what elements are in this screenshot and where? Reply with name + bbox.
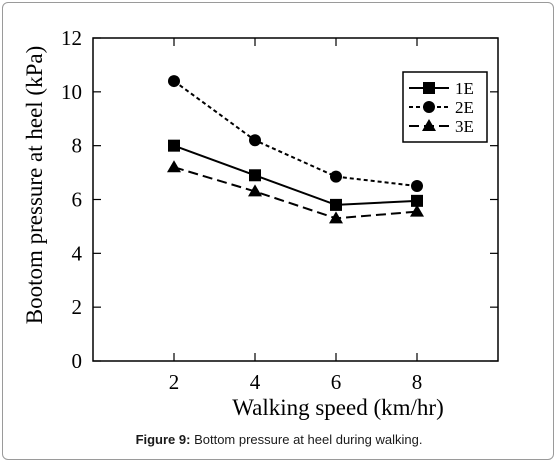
x-tick-label: 6 xyxy=(331,370,342,394)
y-tick-label: 4 xyxy=(72,241,83,265)
data-point-1E xyxy=(330,198,342,211)
x-axis-label: Walking speed (km/hr) xyxy=(232,395,443,420)
legend-marker-2E xyxy=(423,101,435,113)
data-point-1E xyxy=(249,169,261,182)
legend-marker-1E xyxy=(423,82,435,94)
caption-label: Figure 9: xyxy=(135,432,191,447)
data-point-2E xyxy=(330,170,342,183)
figure-caption: Figure 9: Bottom pressure at heel during… xyxy=(0,432,558,447)
series-line-3E xyxy=(173,166,418,220)
series-lines xyxy=(173,80,418,220)
data-point-2E xyxy=(168,75,180,88)
data-point-2E xyxy=(411,180,423,193)
legend-label-3E: 3E xyxy=(455,117,474,136)
y-tick-label: 0 xyxy=(72,349,83,373)
data-point-1E xyxy=(411,194,423,207)
series-markers xyxy=(167,75,424,224)
y-tick-label: 10 xyxy=(61,80,82,104)
y-tick-label: 12 xyxy=(61,26,82,50)
data-point-3E xyxy=(167,160,181,173)
legend-marker-3E xyxy=(422,119,436,131)
data-point-1E xyxy=(168,139,180,152)
y-tick-label: 2 xyxy=(72,295,83,319)
y-tick-label: 6 xyxy=(72,188,83,212)
series-line-2E xyxy=(173,80,418,188)
y-tick-label: 8 xyxy=(72,134,83,158)
x-tick-label: 8 xyxy=(412,370,423,394)
data-point-3E xyxy=(329,211,343,224)
x-tick-label: 4 xyxy=(250,370,261,394)
axis-ticks: 2 4 6 8 0 2 4 6 8 10 12 xyxy=(61,26,498,394)
data-point-3E xyxy=(248,184,262,197)
caption-text: Bottom pressure at heel during walking. xyxy=(190,432,423,447)
y-axis-label: Bootom pressure at heel (kPa) xyxy=(22,46,47,324)
legend-label-1E: 1E xyxy=(455,79,474,98)
legend-label-2E: 2E xyxy=(455,98,474,117)
data-point-2E xyxy=(249,134,261,147)
data-point-3E xyxy=(410,204,424,217)
x-tick-label: 2 xyxy=(169,370,180,394)
series-line-1E xyxy=(173,144,418,206)
